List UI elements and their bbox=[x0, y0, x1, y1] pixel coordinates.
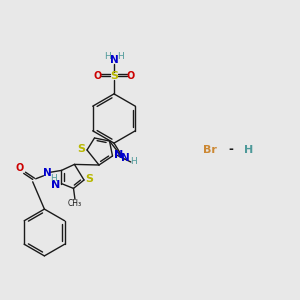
Text: H: H bbox=[130, 158, 137, 166]
Text: N: N bbox=[121, 153, 130, 163]
Text: N: N bbox=[51, 179, 60, 190]
Text: N: N bbox=[114, 150, 123, 160]
Text: O: O bbox=[126, 71, 135, 81]
Text: N: N bbox=[110, 55, 118, 65]
Text: Br: Br bbox=[203, 145, 217, 155]
Text: H: H bbox=[244, 145, 253, 155]
Text: H: H bbox=[117, 52, 124, 61]
Text: H: H bbox=[104, 52, 111, 61]
Text: -: - bbox=[229, 143, 233, 157]
Text: S: S bbox=[85, 174, 93, 184]
Text: CH₃: CH₃ bbox=[68, 199, 82, 208]
Text: O: O bbox=[15, 163, 24, 173]
Text: N: N bbox=[43, 168, 52, 178]
Text: S: S bbox=[110, 71, 118, 81]
Text: S: S bbox=[78, 144, 86, 154]
Text: H: H bbox=[50, 174, 57, 183]
Text: O: O bbox=[93, 71, 102, 81]
